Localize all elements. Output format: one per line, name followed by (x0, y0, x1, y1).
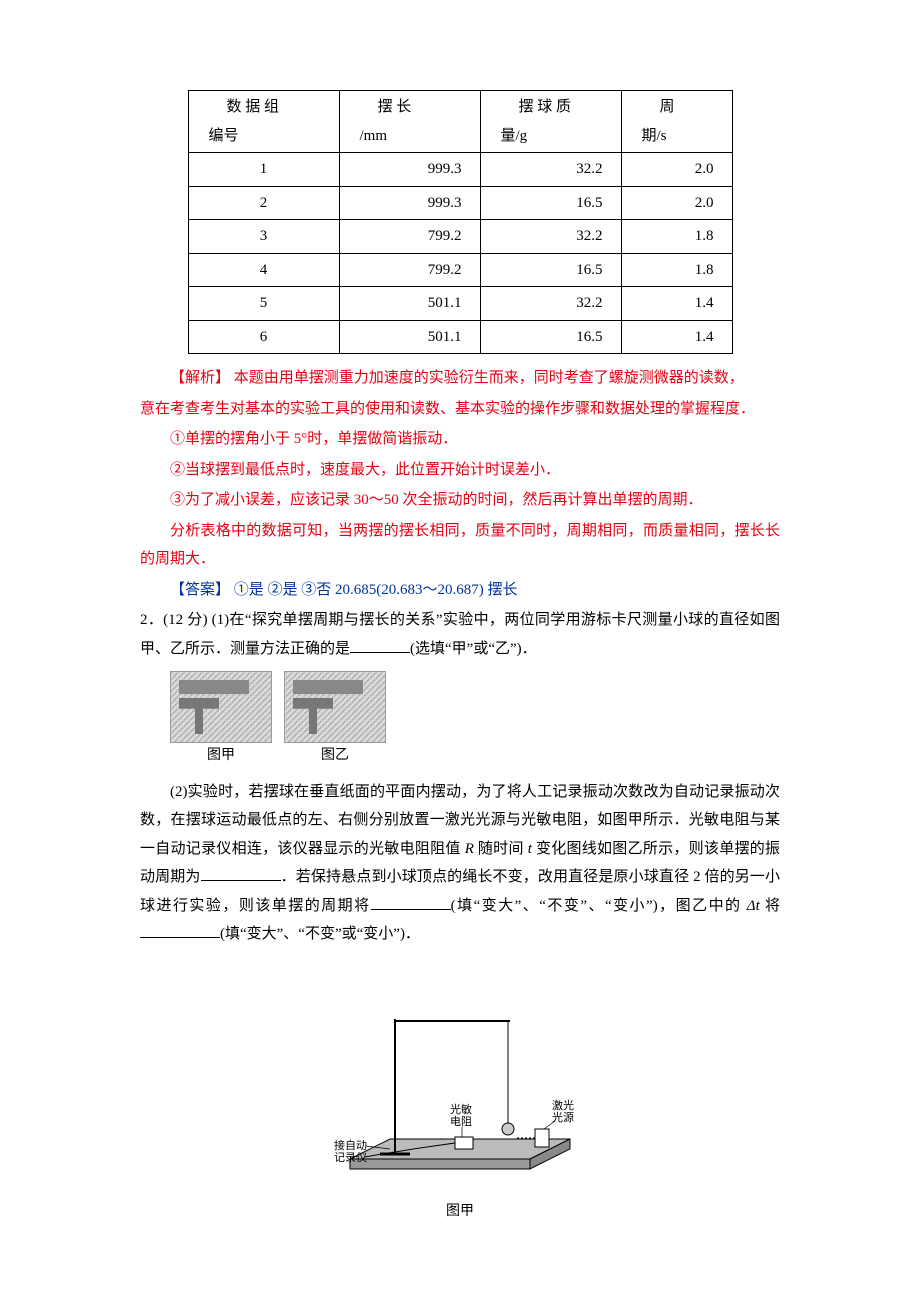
col1-line1: 摆 长 (360, 93, 470, 122)
q2-lead: 2．(12 分) (1)在“探究单摆周期与摆长的关系”实验中，两位同学用游标卡尺… (140, 606, 780, 663)
table-cell: 2.0 (621, 153, 732, 187)
table-cell: 501.1 (339, 320, 480, 354)
q2-lead-end: (选填“甲”或“乙”)． (410, 641, 537, 657)
apparatus-caption: 图甲 (320, 1199, 600, 1226)
q2p2-s2d: (填“变大”、“不变”或“变小”)． (220, 926, 420, 942)
table-cell: 799.2 (339, 220, 480, 254)
table-cell: 5 (188, 287, 339, 321)
table-row: 2999.316.52.0 (188, 186, 732, 220)
table-cell: 2 (188, 186, 339, 220)
label-resistor: 光敏电阻 (450, 1102, 472, 1128)
table-cell: 2.0 (621, 186, 732, 220)
analysis-p2: ①单摆的摆角小于 5°时，单摆做简谐振动． (140, 425, 780, 454)
label-recorder: 接自动记录仪 (334, 1139, 367, 1164)
table-cell: 1.8 (621, 253, 732, 287)
figure-yi-caption: 图乙 (284, 743, 386, 770)
table-row: 6501.116.51.4 (188, 320, 732, 354)
analysis-label: 【解析】 (170, 370, 234, 386)
table-cell: 4 (188, 253, 339, 287)
answer-line: 【答案】 ①是 ②是 ③否 20.685(20.683～20.687) 摆长 (140, 576, 780, 605)
table-cell: 1 (188, 153, 339, 187)
table-cell: 999.3 (339, 186, 480, 220)
analysis-p3: ②当球摆到最低点时，速度最大，此位置开始计时误差小． (140, 456, 780, 485)
table-row: 3799.232.21.8 (188, 220, 732, 254)
col2-line1: 摆 球 质 (501, 93, 611, 122)
apparatus-svg: 接自动记录仪 光敏电阻 激光光源 (330, 1009, 590, 1199)
answer-text: ①是 ②是 ③否 20.685(20.683～20.687) 摆长 (234, 582, 518, 598)
col1-line2: /mm (360, 122, 470, 151)
col0-line2: 编号 (209, 122, 329, 151)
q2p2-s2c: 将 (765, 898, 780, 914)
table-row: 1999.332.22.0 (188, 153, 732, 187)
analysis-p1a: 本题由用单摆测重力加速度的实验衍生而来，同时考查了螺旋测微器的读数， (234, 370, 744, 386)
caliper-thumbnail-b (284, 671, 386, 743)
table-cell: 16.5 (480, 320, 621, 354)
analysis-p5: 分析表格中的数据可知，当两摆的摆长相同，质量不同时，周期相同，而质量相同，摆长长… (140, 517, 780, 574)
col0-line1: 数 据 组 (209, 93, 329, 122)
q2-part2: (2)实验时，若摆球在垂直纸面的平面内摆动，为了将人工记录振动次数改为自动记录振… (140, 778, 780, 949)
figure-jia: 图甲 (170, 671, 272, 770)
caliper-figures: 图甲 图乙 (170, 671, 780, 770)
analysis-p1b: 意在考查考生对基本的实验工具的使用和读数、基本实验的操作步骤和数据处理的掌握程度… (140, 395, 780, 424)
table-row: 5501.132.21.4 (188, 287, 732, 321)
blank-3 (371, 894, 451, 910)
table-cell: 32.2 (480, 220, 621, 254)
blank-2 (201, 865, 281, 881)
blank-1 (350, 637, 410, 653)
analysis-p4: ③为了减小误差，应该记录 30～50 次全振动的时间，然后再计算出单摆的周期． (140, 486, 780, 515)
table-cell: 16.5 (480, 186, 621, 220)
table-row: 4799.216.51.8 (188, 253, 732, 287)
table-cell: 501.1 (339, 287, 480, 321)
table-cell: 1.8 (621, 220, 732, 254)
table-cell: 1.4 (621, 320, 732, 354)
table-cell: 32.2 (480, 153, 621, 187)
col3-line2: 期/s (642, 122, 722, 151)
col2-line2: 量/g (501, 122, 611, 151)
table-cell: 3 (188, 220, 339, 254)
label-laser: 激光光源 (552, 1098, 574, 1124)
data-table: 数 据 组 编号 摆 长 /mm 摆 球 质 量/g 周 期/s 1999.33… (188, 90, 733, 354)
answer-label: 【答案】 (170, 582, 234, 598)
analysis-p1: 【解析】 本题由用单摆测重力加速度的实验衍生而来，同时考查了螺旋测微器的读数， (140, 364, 780, 393)
q2p2-s1b: 随时间 (478, 841, 524, 857)
table-cell: 6 (188, 320, 339, 354)
table-cell: 999.3 (339, 153, 480, 187)
q2p2-dt: Δt (747, 898, 760, 914)
apparatus-figure: 接自动记录仪 光敏电阻 激光光源 图甲 (320, 1009, 600, 1226)
figure-jia-caption: 图甲 (170, 743, 272, 770)
col3-line1: 周 (642, 93, 722, 122)
table-cell: 16.5 (480, 253, 621, 287)
q2p2-t: t (528, 841, 532, 857)
q2p2-s2b: (填“变大”、“不变”、“变小”)，图乙中的 (451, 898, 742, 914)
caliper-thumbnail-a (170, 671, 272, 743)
table-cell: 32.2 (480, 287, 621, 321)
table-cell: 799.2 (339, 253, 480, 287)
figure-yi: 图乙 (284, 671, 386, 770)
table-cell: 1.4 (621, 287, 732, 321)
q2p2-R: R (465, 841, 474, 857)
blank-4 (140, 922, 220, 938)
